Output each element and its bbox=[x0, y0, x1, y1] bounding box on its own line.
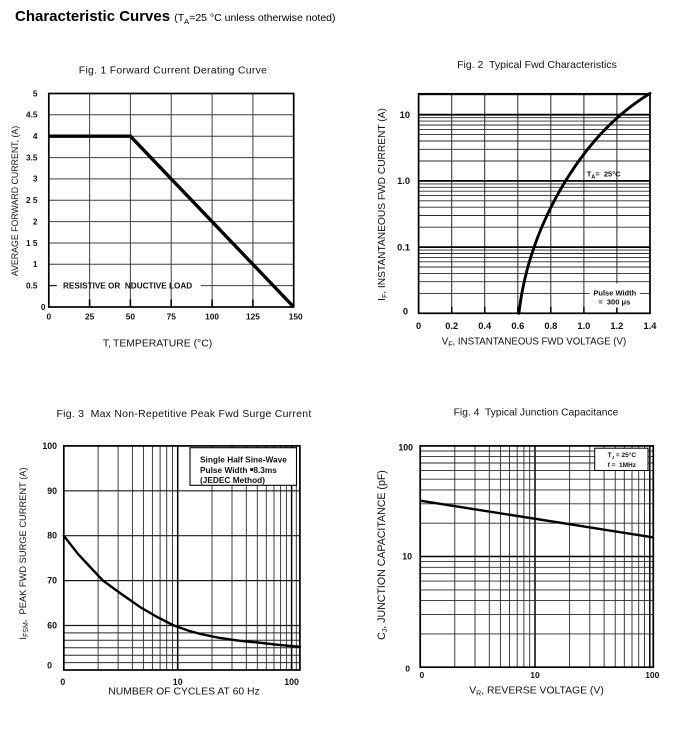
svg-text:4: 4 bbox=[33, 131, 38, 141]
svg-text:0: 0 bbox=[60, 677, 65, 687]
svg-text:0.2: 0.2 bbox=[445, 321, 458, 331]
svg-text:0: 0 bbox=[41, 302, 46, 312]
svg-text:0.6: 0.6 bbox=[511, 321, 524, 331]
svg-text:1: 1 bbox=[33, 259, 38, 269]
svg-text:60: 60 bbox=[47, 621, 57, 631]
svg-text:1 5: 1 5 bbox=[26, 238, 38, 248]
svg-text:Pulse Width ■8.3ms: Pulse Width ■8.3ms bbox=[200, 465, 277, 475]
svg-text:10: 10 bbox=[402, 552, 412, 562]
svg-text:0: 0 bbox=[416, 321, 421, 331]
svg-text:25: 25 bbox=[85, 312, 95, 322]
svg-text:Fig. 1 Forward Current Deratin: Fig. 1 Forward Current Derating Curve bbox=[79, 65, 267, 77]
svg-text:Fig. 4 Typical Junction Capac: Fig. 4 Typical Junction Capacitance bbox=[454, 408, 619, 419]
svg-text:T, TEMPERATURE (°C): T, TEMPERATURE (°C) bbox=[103, 339, 212, 350]
svg-text:1.0: 1.0 bbox=[577, 321, 590, 331]
svg-text:CJ, JUNCTION CAPACITANCE (pF): CJ, JUNCTION CAPACITANCE (pF) bbox=[376, 470, 389, 640]
svg-text:0.1: 0.1 bbox=[397, 242, 410, 252]
svg-text:Pulse Width: Pulse Width bbox=[593, 288, 636, 297]
svg-text:NUMBER OF CYCLES AT 60 Hz: NUMBER OF CYCLES AT 60 Hz bbox=[108, 687, 259, 698]
svg-text:VF, INSTANTANEOUS FWD VOLTAGE: VF, INSTANTANEOUS FWD VOLTAGE (V) bbox=[442, 337, 626, 349]
svg-text:0: 0 bbox=[420, 670, 425, 680]
svg-text:2 5: 2 5 bbox=[26, 195, 38, 205]
svg-text:0.4: 0.4 bbox=[478, 321, 492, 331]
svg-text:= 300 μs: = 300 μs bbox=[598, 297, 630, 306]
svg-text:10: 10 bbox=[530, 670, 540, 680]
svg-text:Single Half Sine-Wave: Single Half Sine-Wave bbox=[200, 455, 287, 465]
svg-text:100: 100 bbox=[205, 312, 219, 322]
svg-text:1.0: 1.0 bbox=[397, 176, 410, 186]
svg-text:50: 50 bbox=[126, 312, 136, 322]
svg-text:5: 5 bbox=[33, 88, 38, 98]
svg-text:100: 100 bbox=[284, 677, 299, 687]
svg-text:AVERAGE FORWARD CURRENT, (A): AVERAGE FORWARD CURRENT, (A) bbox=[10, 126, 20, 276]
svg-text:100: 100 bbox=[42, 441, 57, 451]
svg-text:150: 150 bbox=[289, 312, 303, 322]
svg-text:Fig. 3 Max Non-Repetitive Pea: Fig. 3 Max Non-Repetitive Peak Fwd Surge… bbox=[56, 408, 311, 420]
svg-text:75: 75 bbox=[167, 312, 177, 322]
svg-text:2: 2 bbox=[33, 216, 38, 226]
svg-text:100: 100 bbox=[645, 670, 659, 680]
svg-text:VR, REVERSE VOLTAGE (V): VR, REVERSE VOLTAGE (V) bbox=[469, 686, 604, 698]
svg-text:0: 0 bbox=[46, 312, 51, 322]
svg-text:3: 3 bbox=[33, 174, 38, 184]
svg-text:10: 10 bbox=[173, 677, 183, 687]
svg-text:90: 90 bbox=[47, 486, 57, 496]
svg-text:IF, INSTANTANEOUS FWD CURRENT: IF, INSTANTANEOUS FWD CURRENT (A) bbox=[377, 108, 389, 301]
svg-text:(JEDEC Method): (JEDEC Method) bbox=[200, 475, 265, 485]
svg-text:70: 70 bbox=[47, 576, 57, 586]
svg-text:f = 1MHz: f = 1MHz bbox=[608, 462, 637, 469]
svg-text:80: 80 bbox=[47, 531, 57, 541]
svg-text:0.5: 0.5 bbox=[26, 280, 38, 290]
svg-text:Fig. 2 Typical Fwd Characteri: Fig. 2 Typical Fwd Characteristics bbox=[457, 59, 617, 71]
svg-text:4.5: 4.5 bbox=[26, 110, 38, 120]
svg-text:10: 10 bbox=[400, 110, 410, 120]
svg-text:TA= 25°C: TA= 25°C bbox=[587, 170, 621, 181]
svg-text:3.5: 3.5 bbox=[26, 152, 38, 162]
svg-text:0.8: 0.8 bbox=[544, 321, 557, 331]
svg-text:100: 100 bbox=[398, 442, 413, 452]
svg-text:RESISTIVE OR NDUCTIVE LOAD: RESISTIVE OR NDUCTIVE LOAD bbox=[63, 281, 192, 290]
svg-text:0: 0 bbox=[403, 306, 408, 316]
svg-text:125: 125 bbox=[246, 312, 260, 322]
svg-text:0: 0 bbox=[47, 660, 52, 670]
svg-text:0: 0 bbox=[405, 663, 410, 673]
svg-text:IFSM, PEAK FWD SURGE CURRENT: IFSM, PEAK FWD SURGE CURRENT (A) bbox=[18, 467, 30, 639]
svg-text:1.2: 1.2 bbox=[610, 321, 623, 331]
svg-text:TJ = 25°C: TJ = 25°C bbox=[608, 451, 637, 460]
svg-text:1.4: 1.4 bbox=[644, 321, 658, 331]
